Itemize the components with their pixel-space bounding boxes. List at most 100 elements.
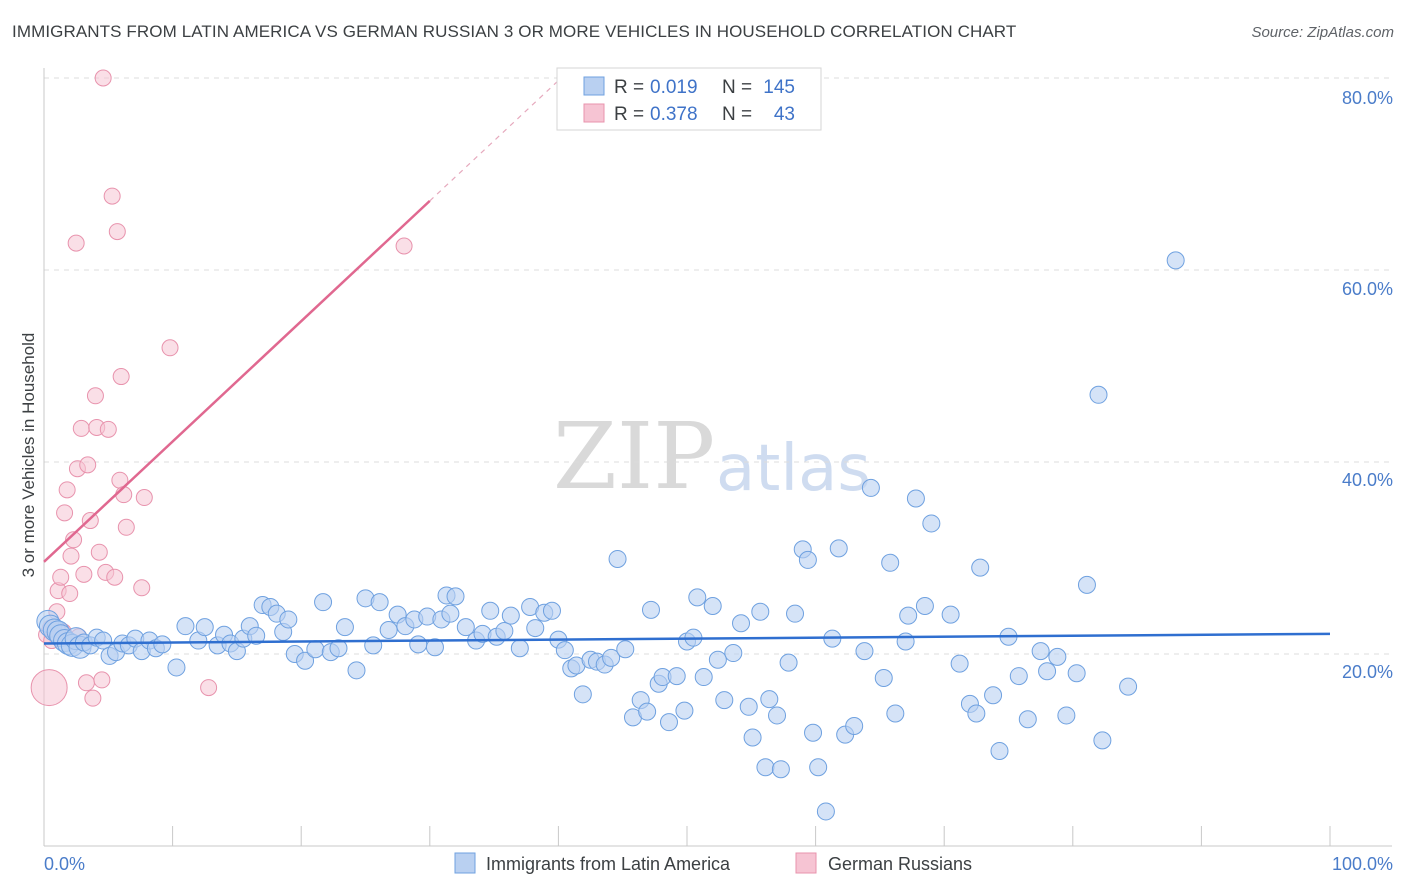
legend-r-value-blue: 0.019 (650, 77, 698, 98)
latin-america-point (638, 702, 657, 721)
legend-swatch-blue (583, 76, 605, 96)
latin-america-point (616, 640, 635, 659)
legend-n-label-blue: N = (722, 77, 752, 98)
series-legend: Immigrants from Latin America German Rus… (454, 852, 972, 874)
german-russians-point (84, 689, 102, 707)
y-tick-label-40: 40.0% (1342, 470, 1393, 490)
y-axis-label: 3 or more Vehicles in Household (19, 333, 38, 578)
latin-america-point (1067, 664, 1086, 683)
latin-america-point (608, 549, 627, 568)
german-russians-point (200, 679, 218, 697)
latin-america-point (1093, 731, 1112, 750)
latin-america-point (881, 553, 900, 572)
latin-america-point (1018, 710, 1037, 729)
latin-america-point (786, 604, 805, 623)
german-russians-point (75, 565, 93, 583)
latin-america-point (1057, 706, 1076, 725)
german-russians-point (117, 518, 135, 536)
latin-america-point (364, 636, 383, 655)
latin-america-point (446, 587, 465, 606)
latin-america-point (798, 550, 817, 569)
latin-america-point (667, 667, 686, 686)
german-russians-point (61, 585, 79, 603)
legend-r-value-pink: 0.378 (650, 104, 698, 125)
latin-america-point (751, 602, 770, 621)
latin-america-point (1009, 667, 1028, 686)
latin-america-point (247, 626, 266, 645)
latin-america-point (1119, 677, 1138, 696)
german-russians-point (52, 568, 70, 586)
latin-america-trend-line (43, 632, 1331, 645)
latin-america-point (659, 713, 678, 732)
german-russians-point (81, 512, 99, 530)
latin-america-point (688, 588, 707, 607)
german-russians-point (103, 187, 121, 205)
german-russians-point (77, 674, 95, 692)
latin-america-point (971, 558, 990, 577)
y-tick-label-80: 80.0% (1342, 88, 1393, 108)
latin-america-point (409, 635, 428, 654)
german-russians-point (62, 547, 80, 565)
latin-america-point (495, 621, 514, 640)
latin-america-point (314, 593, 333, 612)
german-russians-point (30, 669, 68, 707)
latin-america-point (874, 669, 893, 687)
chart-title: IMMIGRANTS FROM LATIN AMERICA VS GERMAN … (12, 22, 1017, 41)
latin-america-point (641, 600, 660, 619)
bottom-legend-label-blue: Immigrants from Latin America (486, 854, 731, 874)
latin-america-point (526, 619, 545, 638)
latin-america-point (771, 760, 790, 779)
latin-america-point (1077, 575, 1096, 594)
latin-america-point (1038, 662, 1057, 681)
latin-america-point (306, 640, 325, 659)
latin-america-point (804, 723, 823, 742)
german-russians-point (135, 489, 153, 507)
latin-america-point (845, 717, 864, 735)
latin-america-point (950, 654, 969, 673)
bottom-legend-label-pink: German Russians (828, 854, 972, 874)
latin-america-point (816, 802, 835, 821)
latin-america-point (555, 641, 574, 660)
latin-america-point (967, 704, 986, 723)
watermark-zip: ZIP (553, 403, 715, 510)
latin-america-point (760, 690, 779, 709)
latin-america-point (195, 618, 214, 637)
latin-america-point (715, 691, 734, 710)
latin-america-point (329, 639, 348, 658)
latin-america-point (906, 489, 925, 508)
german-russians-point (72, 419, 90, 437)
latin-america-point (896, 632, 915, 651)
german-russians-point (99, 420, 117, 438)
german-russians-point (112, 368, 130, 386)
latin-america-point (425, 638, 444, 657)
german-russians-point (115, 486, 133, 504)
latin-america-point (167, 658, 186, 677)
latin-america-point (153, 635, 172, 654)
legend-r-label-pink: R = (614, 104, 644, 125)
german-russians-trend-line (43, 199, 431, 563)
latin-america-point (886, 704, 905, 723)
x-tick-label-min: 0.0% (44, 854, 85, 874)
german-russians-point (58, 481, 76, 499)
latin-america-points (36, 251, 1185, 821)
latin-america-point (510, 639, 529, 658)
legend-n-value-blue: 145 (763, 77, 795, 98)
latin-america-point (724, 644, 743, 663)
latin-america-point (296, 651, 315, 670)
latin-america-point (855, 642, 874, 661)
latin-america-point (573, 685, 592, 704)
latin-america-point (861, 478, 880, 497)
y-tick-label-20: 20.0% (1342, 662, 1393, 682)
bottom-legend-swatch-blue (454, 852, 476, 874)
latin-america-point (1166, 251, 1185, 270)
y-tick-label-60: 60.0% (1342, 279, 1393, 299)
stats-legend: R = 0.019 N = 145 R = 0.378 N = 43 (556, 67, 822, 131)
german-russians-point (161, 339, 179, 357)
latin-america-point (941, 605, 960, 624)
watermark-atlas: atlas (716, 432, 871, 506)
bottom-legend-swatch-pink (795, 852, 817, 874)
latin-america-point (703, 597, 722, 615)
german-russians-point (94, 69, 112, 87)
latin-america-point (990, 741, 1009, 760)
